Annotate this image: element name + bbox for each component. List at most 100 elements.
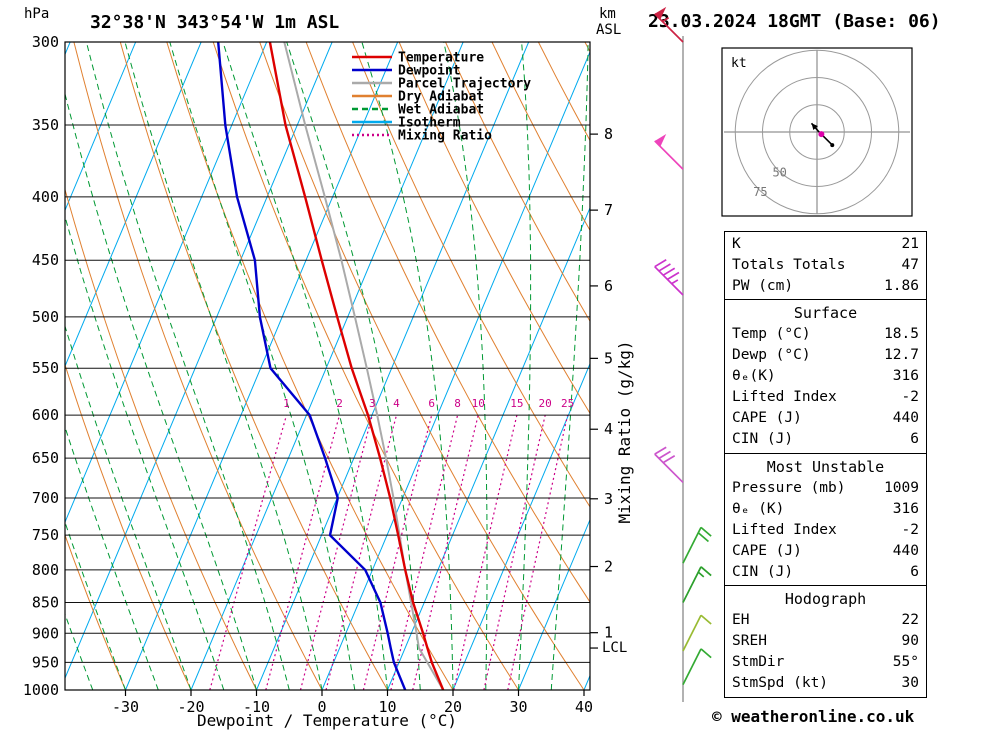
pressure-tick-label: 550 (32, 359, 59, 377)
pressure-tick-label: 450 (32, 251, 59, 269)
stat-value: 440 (892, 410, 919, 427)
pressure-tick-label: 350 (32, 116, 59, 134)
dry-adiabat (491, 42, 590, 232)
mixing-ratio-line (362, 414, 433, 690)
stat-row: θₑ (K) 316 (732, 499, 919, 520)
wind-barbs (654, 6, 712, 685)
wind-barb (654, 446, 684, 484)
wet-adiabat (65, 520, 126, 690)
hodograph-unit-label: kt (731, 56, 747, 71)
stat-value: 6 (910, 563, 919, 580)
stat-label: CIN (J) (732, 563, 794, 580)
wet-adiabats (65, 42, 589, 690)
stat-value: 1.86 (884, 277, 919, 294)
mixing-ratio-label: 6 (428, 397, 435, 410)
stat-label: PW (cm) (732, 277, 794, 294)
km-tick-label: 8 (604, 125, 613, 143)
wet-adiabat (65, 425, 159, 690)
isotherm (65, 42, 268, 524)
stat-value: 21 (901, 235, 919, 252)
isotherm (65, 42, 333, 680)
pressure-unit-label: hPa (24, 6, 49, 22)
legend-label: Mixing Ratio (398, 129, 492, 144)
km-tick-label: 4 (604, 420, 613, 438)
dry-adiabat (445, 42, 590, 323)
wind-barb (654, 6, 684, 43)
isotherm (452, 362, 590, 690)
wet-adiabat (124, 42, 323, 690)
stat-value: 316 (892, 368, 919, 385)
stat-label: StmDir (732, 654, 785, 671)
km-tick-label: 7 (604, 201, 613, 219)
stat-value: -2 (901, 389, 919, 406)
stat-row: CIN (J) 6 (732, 429, 919, 450)
run-datetime: 23.03.2024 18GMT (Base: 06) (648, 11, 941, 32)
stat-label: Pressure (mb) (732, 479, 846, 496)
legend-label: Dewpoint (398, 64, 461, 79)
station-title: 32°38'N 343°54'W 1m ASL (90, 12, 339, 33)
stat-row: CAPE (J) 440 (732, 541, 919, 562)
isotherm (125, 42, 399, 690)
temperature-tick-label: 30 (509, 698, 527, 716)
lcl-label: LCL (602, 640, 627, 656)
stat-value: 316 (892, 500, 919, 517)
hodograph-ring (789, 104, 845, 160)
stat-row: SREH 90 (732, 631, 919, 652)
stats-panel: K 21 Totals Totals 47 PW (cm) 1.86 Surface Temp… (724, 230, 927, 699)
hodograph-ring (734, 49, 900, 215)
dry-adiabat (65, 187, 257, 690)
hodograph-ring-label: 75 (753, 185, 767, 199)
wet-adiabat (550, 42, 589, 690)
stat-row: StmSpd (kt) 30 (732, 673, 919, 694)
wet-adiabat (65, 612, 94, 690)
section-title: Hodograph (784, 590, 867, 609)
wind-barb (682, 526, 712, 564)
stat-row: Dewp (°C) 12.7 (732, 345, 919, 366)
barb-pennant (654, 6, 667, 20)
temperature-tick-label: 10 (378, 698, 396, 716)
stat-label: Dewp (°C) (732, 347, 811, 364)
dry-adiabat (65, 363, 192, 690)
panel-section-hodograph: Hodograph EH 22 SREH 90 StmDir 55° StmSpd (kt) 3… (724, 585, 927, 699)
stat-value: 18.5 (884, 326, 919, 343)
barb-pennant (654, 134, 667, 147)
legend-label: Temperature (398, 51, 484, 66)
stat-row: Temp (°C) 18.5 (732, 324, 919, 345)
temperature-tick-label: -30 (112, 698, 139, 716)
stat-row: θₑ(K) 316 (732, 366, 919, 387)
legend-label: Dry Adiabat (398, 90, 484, 105)
stat-label: CIN (J) (732, 431, 794, 448)
hodograph: kt 50 75 (721, 47, 913, 217)
pressure-tick-label: 850 (32, 594, 59, 612)
temperature-curve (268, 42, 445, 690)
mixing-ratio-label: 3 (369, 397, 376, 410)
pressure-tick-label: 700 (32, 489, 59, 507)
dry-adiabat (398, 42, 590, 415)
mixing-ratio-line (299, 414, 373, 690)
stat-value: 6 (910, 431, 919, 448)
mixing-ratio-label: 25 (561, 397, 574, 410)
stat-value: 47 (901, 256, 919, 273)
chart-frame (64, 41, 591, 691)
stat-row: PW (cm) 1.86 (732, 276, 919, 297)
km-tick-label: 3 (604, 490, 613, 508)
stat-row: StmDir 55° (732, 652, 919, 673)
stat-row: Totals Totals 47 (732, 255, 919, 276)
hodograph-arrowhead (811, 123, 818, 131)
mixing-ratio-line (265, 414, 341, 690)
stat-value: 30 (901, 675, 919, 692)
wind-barb (654, 134, 684, 170)
mixing-ratio-label: 10 (472, 397, 485, 410)
stat-value: 55° (892, 654, 919, 671)
section-title: Most Unstable (766, 457, 885, 476)
temperature-tick-label: 40 (575, 698, 593, 716)
stat-value: 22 (901, 612, 919, 629)
panel-section-most-unstable: Most Unstable Pressure (mb) 1009 θₑ (K) 316 L… (724, 452, 927, 587)
legend-label: Wet Adiabat (398, 103, 484, 118)
mixing-ratio-axis-label: Mixing Ratio (g/kg) (615, 340, 634, 523)
stat-label: CAPE (J) (732, 410, 802, 427)
mixing-ratio-labels: 1 2 3 4 6 8 10 15 20 25 (283, 397, 574, 410)
